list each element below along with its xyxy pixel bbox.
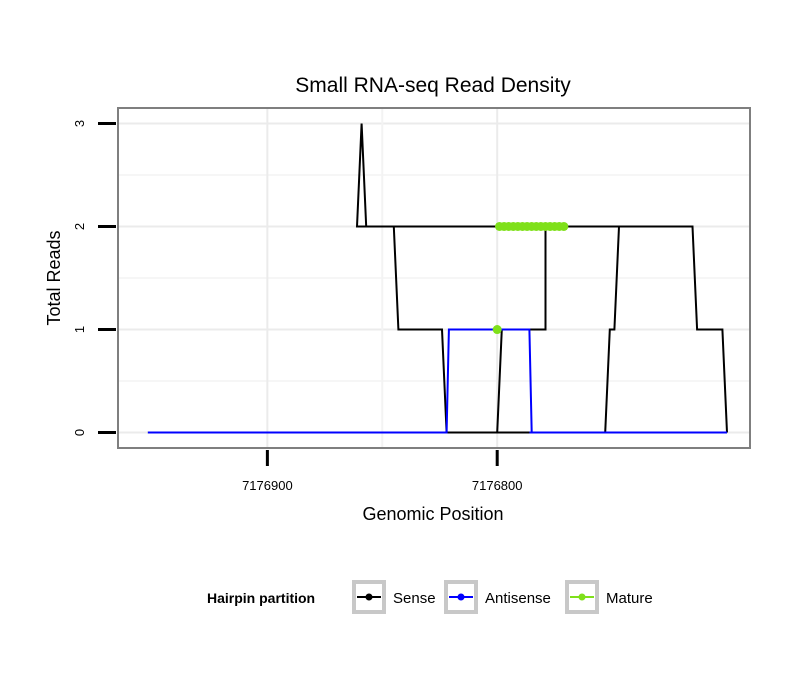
y-tick-label: 0 [72, 429, 87, 436]
series-point-mature [492, 325, 502, 335]
y-tick-label: 1 [72, 326, 87, 333]
y-axis-title: Total Reads [44, 230, 64, 325]
series-line-antisense [147, 328, 727, 434]
x-tick-label: 7176800 [472, 478, 523, 493]
axes: 0 1 2 3 7176900 7176800 [72, 120, 523, 493]
legend-key-point-mature [578, 593, 586, 601]
legend-title: Hairpin partition [207, 590, 315, 606]
x-axis-title: Genomic Position [362, 504, 503, 524]
data-series [147, 123, 728, 434]
chart-title: Small RNA-seq Read Density [295, 74, 571, 97]
y-tick-label: 3 [72, 120, 87, 127]
legend-key-point-antisense [457, 593, 465, 601]
plot-border [117, 107, 751, 449]
legend-label-sense: Sense [393, 590, 436, 607]
legend-key-point-sense [365, 593, 373, 601]
y-tick-label: 2 [72, 223, 87, 230]
legend: Hairpin partition Sense Antisense Mature [207, 580, 653, 614]
series-point-mature [494, 221, 504, 231]
legend-label-antisense: Antisense [485, 590, 551, 607]
x-tick-label: 7176900 [242, 478, 293, 493]
legend-entries: Sense Antisense Mature [352, 580, 653, 614]
legend-label-mature: Mature [606, 590, 653, 607]
